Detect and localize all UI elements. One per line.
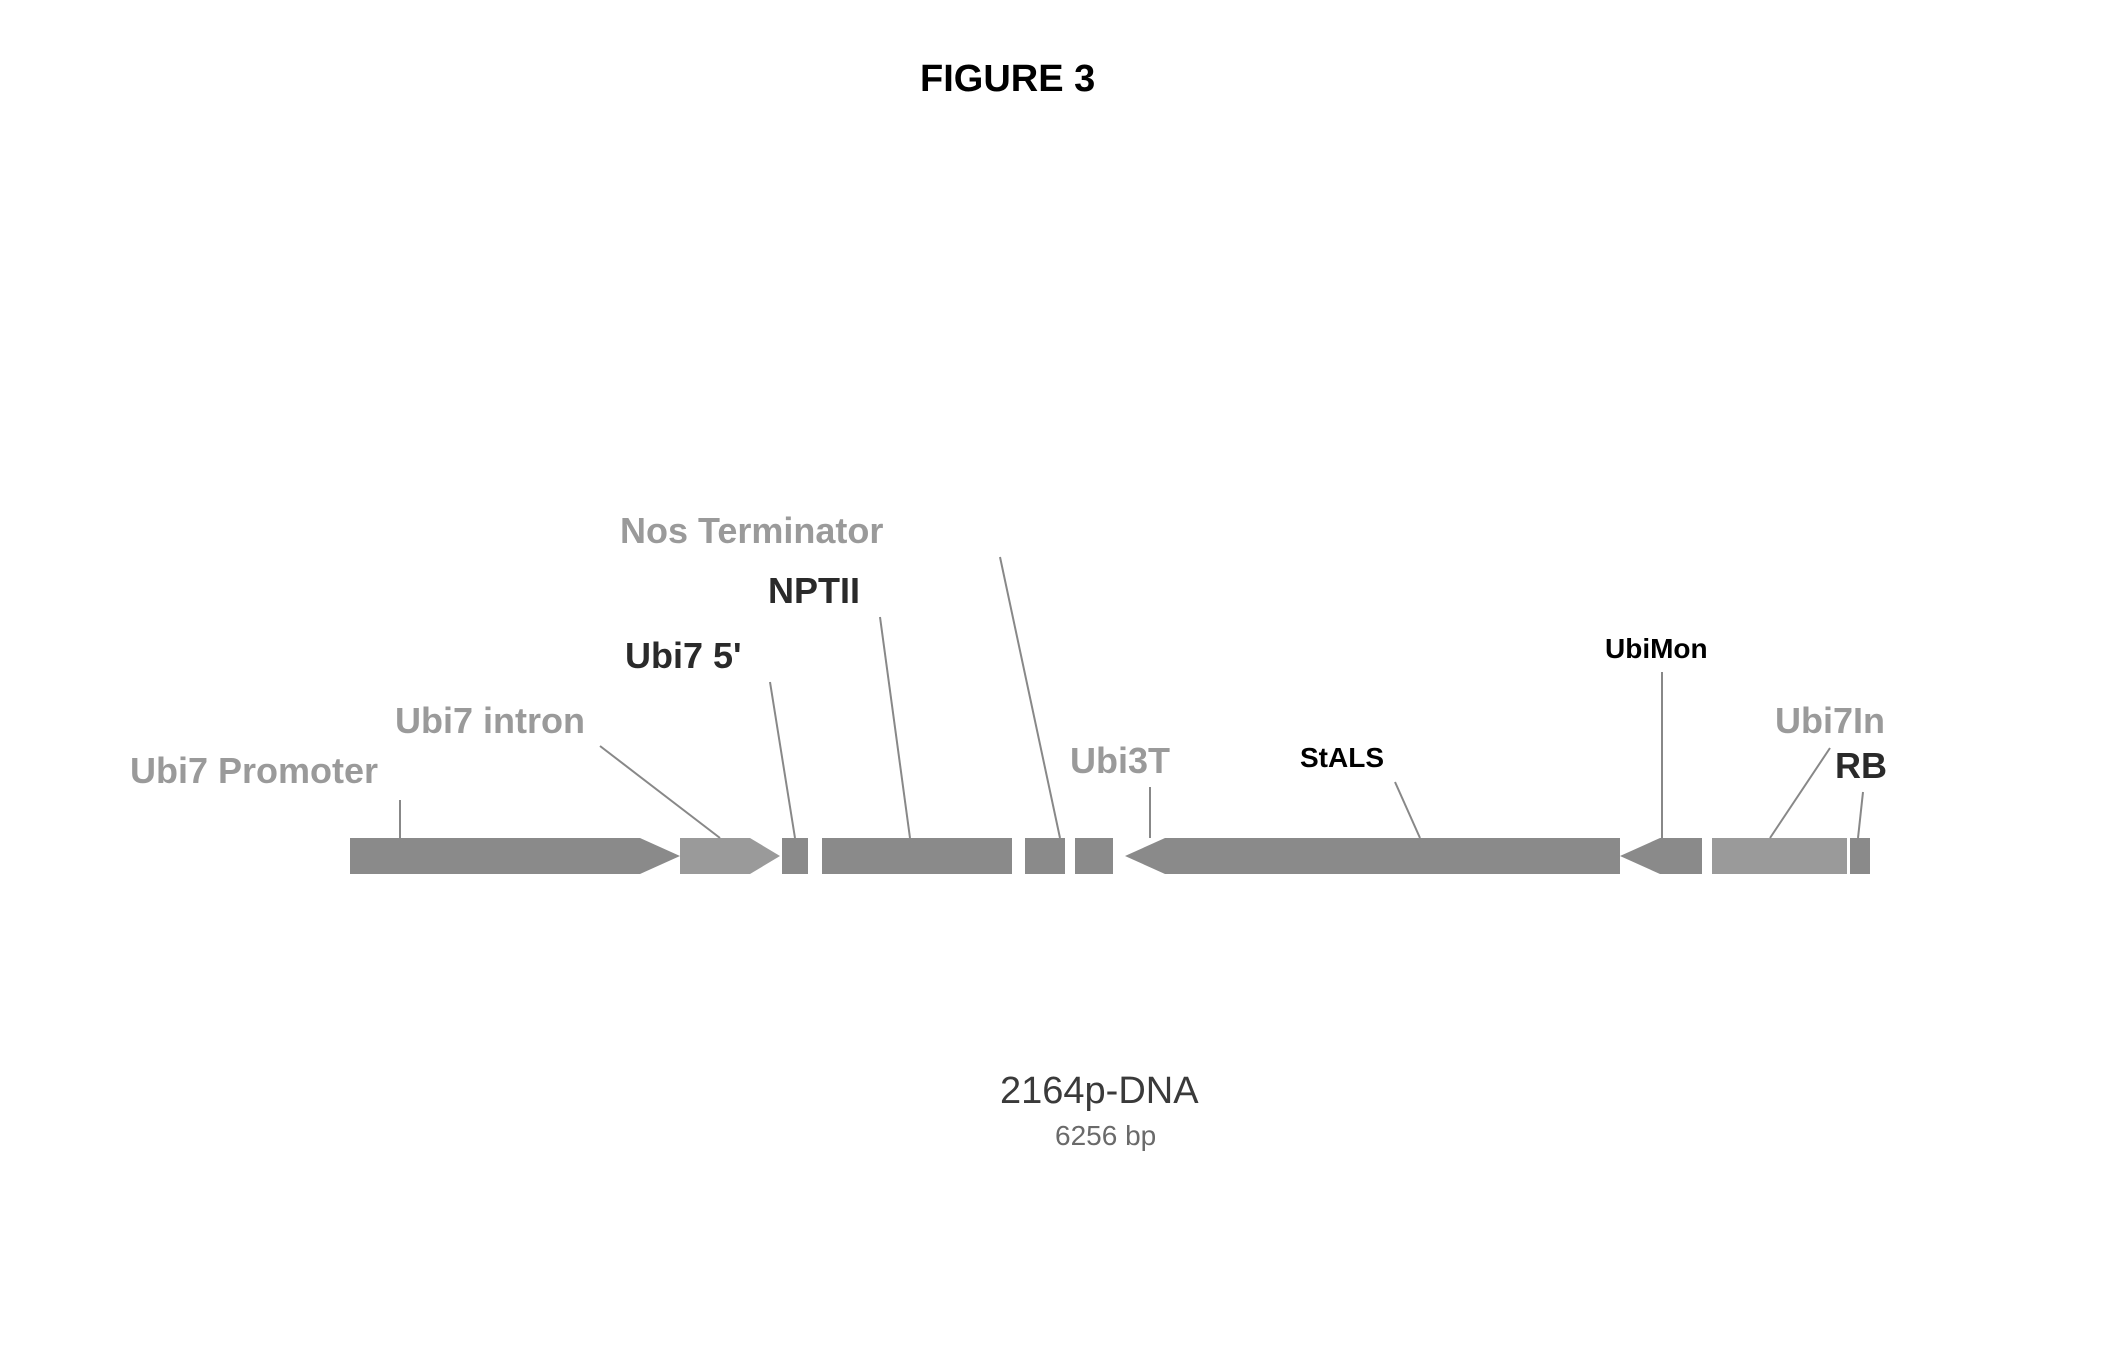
leader-rb: [1858, 792, 1863, 838]
segment-ubi7-intron: [680, 838, 780, 874]
segment-ubi3t: [1125, 838, 1190, 874]
label-nos-terminator: Nos Terminator: [620, 510, 883, 552]
label-ubi7-5prime: Ubi7 5': [625, 635, 742, 677]
leader-ubi7-5prime: [770, 682, 795, 838]
segment-ubi7in: [1712, 838, 1847, 874]
caption-sub: 6256 bp: [1055, 1120, 1156, 1152]
label-ubimon: UbiMon: [1605, 633, 1708, 665]
segment-ubi7-5prime: [782, 838, 808, 874]
segment-nptii: [822, 838, 1012, 874]
label-ubi7-intron: Ubi7 intron: [395, 700, 585, 742]
label-ubi7in: Ubi7In: [1775, 700, 1885, 742]
segment-stals: [1190, 838, 1620, 874]
label-stals: StALS: [1300, 742, 1384, 774]
segment-ubimon: [1620, 838, 1702, 874]
leader-nos-terminator: [1000, 557, 1060, 838]
caption-main: 2164p-DNA: [1000, 1070, 1199, 1113]
segment-nos-terminator: [1025, 838, 1113, 874]
label-nptii: NPTII: [768, 570, 860, 612]
leader-ubi7-intron: [600, 746, 720, 838]
label-rb: RB: [1835, 745, 1887, 787]
label-ubi7-promoter: Ubi7 Promoter: [130, 750, 378, 792]
leader-nptii: [880, 617, 910, 838]
segment-rb: [1850, 838, 1870, 874]
leader-stals: [1395, 782, 1420, 838]
label-ubi3t: Ubi3T: [1070, 740, 1170, 782]
leader-ubi7in: [1770, 748, 1830, 838]
segment-ubi7-promoter: [350, 838, 680, 874]
